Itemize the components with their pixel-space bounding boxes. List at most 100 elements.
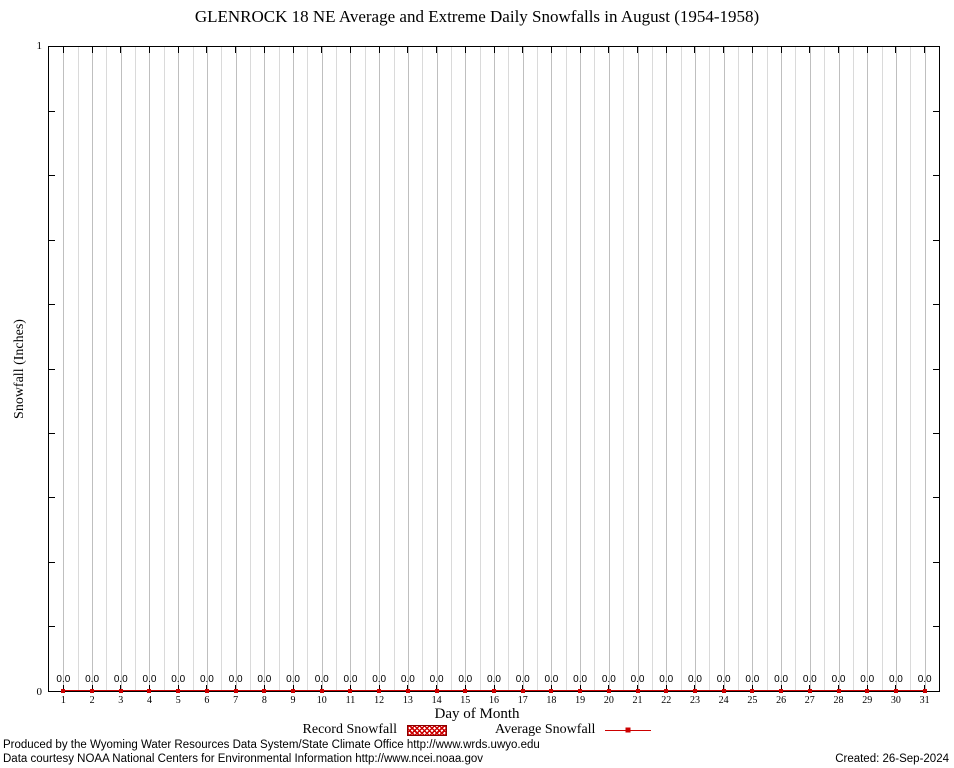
x-tick-mark [149, 685, 150, 691]
point-value-label: 0.0 [199, 674, 214, 685]
grid-line-minor [479, 47, 481, 691]
grid-line-minor [852, 47, 854, 691]
y-tick-mark [933, 433, 939, 434]
x-tick-mark [436, 685, 437, 691]
data-point [61, 689, 66, 693]
x-tick-label: 29 [862, 695, 873, 706]
y-tick-mark [49, 433, 55, 434]
x-tick-label: 5 [175, 695, 181, 706]
x-tick-label: 19 [575, 695, 586, 706]
grid-line-minor [135, 47, 137, 691]
data-point [893, 689, 898, 693]
x-tick-mark [809, 685, 810, 691]
x-tick-label: 12 [374, 695, 385, 706]
x-tick-label: 2 [89, 695, 95, 706]
plot-area: 0.0 0.0 0.0 0.0 0.0 0.0 0.0 0.0 0.0 0.0 0.0 0.0 0.0 0… [48, 46, 940, 693]
grid-line-major [321, 47, 323, 691]
x-tick-mark [264, 685, 265, 691]
data-point [262, 689, 267, 693]
x-tick-mark [465, 47, 466, 53]
point-value-label: 0.0 [458, 674, 473, 685]
point-value-label: 0.0 [85, 674, 100, 685]
x-tick-mark [407, 685, 408, 691]
grid-line-minor [680, 47, 682, 691]
y-tick-mark [49, 304, 55, 305]
x-tick-mark [92, 47, 93, 53]
grid-line-minor [881, 47, 883, 691]
x-tick-mark [838, 685, 839, 691]
point-value-label: 0.0 [400, 674, 415, 685]
x-tick-mark [781, 47, 782, 53]
data-point [405, 689, 410, 693]
x-tick-label: 26 [776, 695, 787, 706]
y-tick-mark [49, 562, 55, 563]
point-value-label: 0.0 [888, 674, 903, 685]
x-tick-label: 28 [833, 695, 844, 706]
y-tick-mark [933, 111, 939, 112]
grid-line-minor [766, 47, 768, 691]
x-tick-mark [867, 47, 868, 53]
grid-line-major [178, 47, 180, 691]
x-tick-label: 23 [689, 695, 700, 706]
x-tick-mark [465, 685, 466, 691]
x-tick-mark [838, 47, 839, 53]
grid-line-minor [106, 47, 108, 691]
data-point [233, 689, 238, 693]
x-tick-mark [752, 685, 753, 691]
point-value-label: 0.0 [142, 674, 157, 685]
x-tick-mark [580, 47, 581, 53]
x-tick-mark [178, 685, 179, 691]
point-value-label: 0.0 [343, 674, 358, 685]
grid-line-minor [508, 47, 510, 691]
y-axis-title: Snowfall (Inches) [12, 319, 27, 419]
data-point [578, 689, 583, 693]
x-tick-label: 11 [345, 695, 356, 706]
x-tick-mark [809, 47, 810, 53]
x-tick-label: 31 [919, 695, 930, 706]
y-tick-mark [49, 497, 55, 498]
x-tick-mark [924, 47, 925, 53]
y-tick-mark [49, 626, 55, 627]
legend-average-label: Average Snowfall [495, 722, 596, 737]
y-tick-mark [933, 562, 939, 563]
x-tick-mark [895, 685, 896, 691]
point-value-label: 0.0 [745, 674, 760, 685]
grid-line-minor [278, 47, 280, 691]
data-point [779, 689, 784, 693]
x-tick-mark [608, 685, 609, 691]
x-tick-mark [379, 685, 380, 691]
data-point [549, 689, 554, 693]
x-tick-label: 20 [603, 695, 614, 706]
y-tick-mark [933, 497, 939, 498]
grid-line-major [752, 47, 754, 691]
y-tick-label-top: 1 [36, 40, 43, 52]
data-point [664, 689, 669, 693]
legend: Record Snowfall Average Snowfall [0, 722, 954, 738]
point-value-label: 0.0 [515, 674, 530, 685]
grid-line-minor [565, 47, 567, 691]
x-tick-mark [63, 685, 64, 691]
data-point [319, 689, 324, 693]
x-tick-mark [436, 47, 437, 53]
grid-line-major [350, 47, 352, 691]
data-point [377, 689, 382, 693]
x-tick-label: 9 [290, 695, 296, 706]
data-point [463, 689, 468, 693]
data-point [635, 689, 640, 693]
x-tick-mark [206, 47, 207, 53]
x-tick-mark [379, 47, 380, 53]
grid-line-major [895, 47, 897, 691]
y-tick-mark [933, 369, 939, 370]
y-tick-mark [49, 111, 55, 112]
point-value-label: 0.0 [659, 674, 674, 685]
x-tick-label: 7 [233, 695, 239, 706]
x-tick-mark [235, 685, 236, 691]
x-tick-label: 14 [431, 695, 442, 706]
data-point [348, 689, 353, 693]
grid-line-major [264, 47, 266, 691]
grid-line-minor [393, 47, 395, 691]
point-value-label: 0.0 [860, 674, 875, 685]
grid-line-minor [824, 47, 826, 691]
grid-line-major [293, 47, 295, 691]
